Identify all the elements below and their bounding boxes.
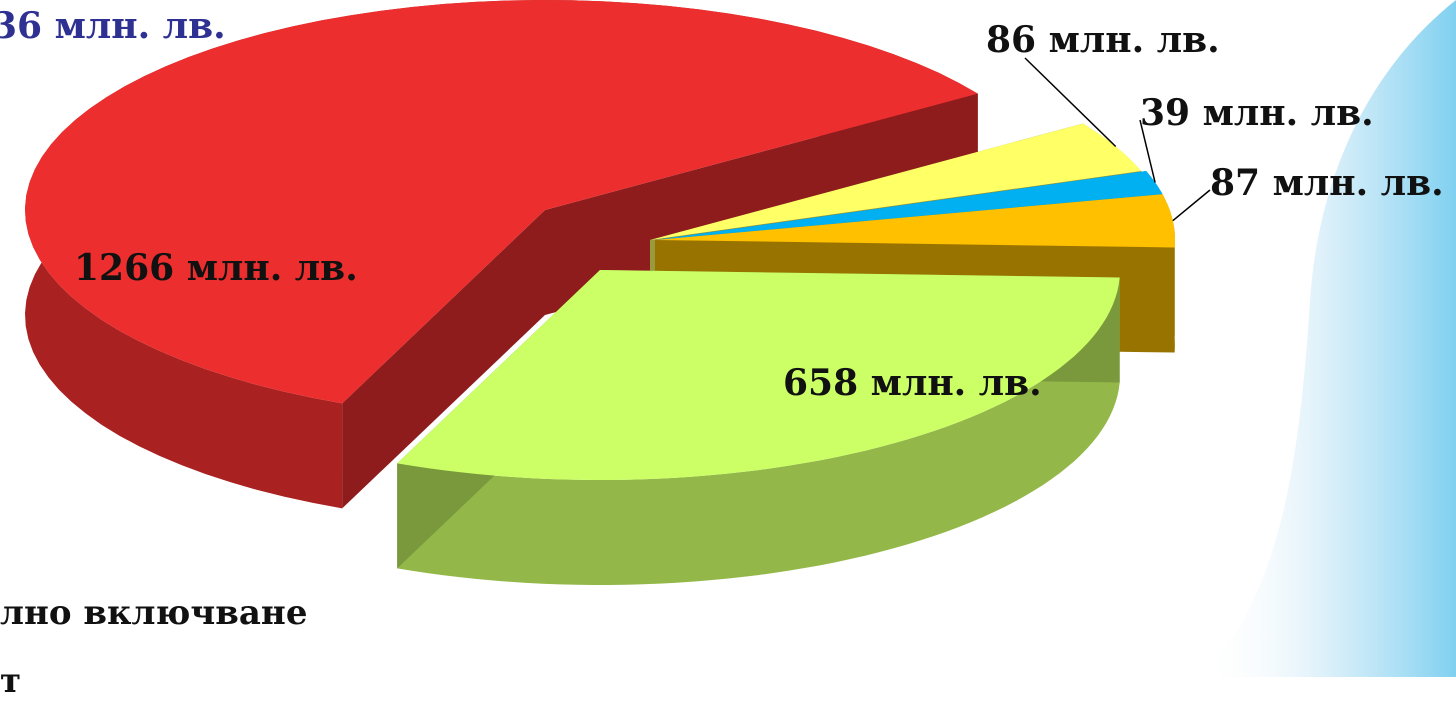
data-label-slice-87: 87 млн. лв.: [1210, 162, 1444, 204]
slice-658: [397, 270, 1120, 480]
leader-line-87: [1172, 189, 1211, 222]
background-decoration: [1200, 0, 1456, 677]
slice-1266: [25, 0, 978, 404]
data-label-slice-39: 39 млн. лв.: [1140, 92, 1374, 134]
total-value-label: 36 млн. лв.: [0, 5, 226, 47]
legend-text-fragment: т: [0, 661, 22, 701]
pie-chart: [25, 0, 1211, 585]
leader-line-39: [1139, 119, 1156, 183]
slice-39: [655, 171, 1163, 240]
legend-text-fragment: лно включване: [0, 593, 308, 633]
data-label-slice-1266: 1266 млн. лв.: [74, 247, 358, 289]
data-label-slice-86: 86 млн. лв.: [986, 19, 1220, 61]
slice-side-658: [397, 277, 1120, 585]
slice-cut-1266-0: [342, 210, 545, 509]
slice-tops: [25, 0, 1175, 480]
data-label-slice-658: 658 млн. лв.: [783, 362, 1042, 404]
slice-86: [650, 123, 1142, 240]
leader-line-86: [1024, 57, 1117, 148]
slice-87: [655, 194, 1175, 248]
